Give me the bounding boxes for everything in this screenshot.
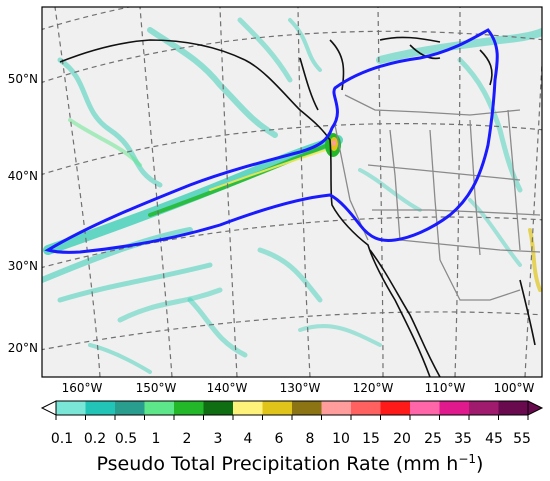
lon-label: 120°W bbox=[353, 381, 394, 395]
colorbar-tick-label: 0.2 bbox=[84, 431, 106, 447]
colorbar-tick-label: 0.1 bbox=[51, 431, 73, 447]
colorbar-swatch bbox=[321, 401, 352, 415]
colorbar-tick-label: 45 bbox=[485, 431, 503, 447]
colorbar-max-arrow bbox=[527, 400, 544, 416]
colorbar-swatch bbox=[115, 401, 145, 415]
precip-band-south bbox=[42, 227, 193, 283]
precip-swirl-6 bbox=[117, 287, 223, 323]
precip-swirl-9 bbox=[88, 343, 152, 374]
colorbar-tick-label: 10 bbox=[332, 431, 350, 447]
precip-north-band bbox=[376, 28, 542, 64]
colorbar-swatch bbox=[439, 401, 470, 415]
colorbar-swatch bbox=[469, 401, 499, 415]
colorbar-ticks bbox=[55, 415, 529, 420]
latitude-labels: 50°N 40°N 30°N 20°N bbox=[8, 72, 38, 355]
lon-label: 150°W bbox=[136, 381, 177, 395]
longitude-labels: 160°W 150°W 140°W 130°W 120°W 110°W 100°… bbox=[62, 381, 535, 395]
precip-swirl-8 bbox=[257, 247, 323, 303]
colorbar-tick-label: 2 bbox=[183, 431, 192, 447]
colorbar-swatches bbox=[56, 401, 529, 415]
colorbar-swatch bbox=[233, 401, 263, 415]
colorbar-tick-label: 20 bbox=[393, 431, 411, 447]
precip-band-core2 bbox=[209, 145, 339, 191]
map-background bbox=[42, 7, 542, 377]
colorbar-swatch bbox=[351, 401, 381, 415]
colorbar-swatch bbox=[203, 401, 234, 415]
colorbar-swatch bbox=[85, 401, 116, 415]
state-boundaries bbox=[334, 94, 541, 301]
lon-label: 100°W bbox=[494, 381, 535, 395]
colorbar-swatch bbox=[292, 401, 322, 415]
outline-contour bbox=[44, 28, 499, 254]
colorbar-tick-label: 8 bbox=[306, 431, 315, 447]
colorbar-tick-label: 0.5 bbox=[115, 431, 137, 447]
lon-label: 160°W bbox=[62, 381, 103, 395]
colorbar-swatch bbox=[262, 401, 293, 415]
map-panel bbox=[41, 6, 543, 378]
colorbar-min-arrow bbox=[40, 400, 57, 416]
map-frame bbox=[41, 6, 543, 378]
precip-north-band2 bbox=[457, 57, 523, 193]
lon-label: 110°W bbox=[425, 381, 466, 395]
colorbar-tick-label: 55 bbox=[513, 431, 531, 447]
lat-label: 20°N bbox=[8, 341, 38, 355]
lon-label: 130°W bbox=[280, 381, 321, 395]
colorbar-swatch bbox=[174, 401, 204, 415]
precip-swirl-3 bbox=[237, 17, 293, 83]
precip-interior bbox=[358, 168, 422, 212]
colorbar-tick-label: 3 bbox=[214, 431, 223, 447]
precip-swirl-1 bbox=[57, 57, 163, 188]
precipitation-field bbox=[42, 17, 542, 374]
colorbar-tick-label: 6 bbox=[275, 431, 284, 447]
colorbar-tick-label: 15 bbox=[362, 431, 380, 447]
colorbar: 0.1 0.2 0.5 1 2 3 4 6 8 10 15 20 25 35 4… bbox=[40, 400, 544, 475]
colorbar-swatch bbox=[56, 401, 86, 415]
lon-label: 140°W bbox=[207, 381, 248, 395]
colorbar-tick-label: 1 bbox=[152, 431, 161, 447]
lat-label: 40°N bbox=[8, 169, 38, 183]
precip-swirl-11 bbox=[288, 18, 322, 72]
colorbar-title: Pseudo Total Precipitation Rate (mm h−1) bbox=[97, 452, 484, 475]
precip-swirl-10 bbox=[298, 323, 382, 347]
precip-swirl-7 bbox=[187, 297, 248, 358]
precip-band-core bbox=[148, 140, 337, 217]
lat-label: 50°N bbox=[8, 72, 38, 86]
colorbar-swatch bbox=[498, 401, 529, 415]
lat-label: 30°N bbox=[8, 259, 38, 273]
precip-swirl-2 bbox=[147, 27, 278, 138]
colorbar-swatch bbox=[144, 401, 175, 415]
colorbar-tick-label: 25 bbox=[424, 431, 442, 447]
graticule bbox=[42, 7, 542, 377]
precip-swirl-4 bbox=[68, 118, 142, 167]
colorbar-tick-label: 35 bbox=[454, 431, 472, 447]
colorbar-swatch bbox=[410, 401, 440, 415]
precip-swirl-5 bbox=[57, 262, 213, 303]
coastlines bbox=[59, 36, 536, 377]
colorbar-tick-label: 4 bbox=[244, 431, 253, 447]
colorbar-swatch bbox=[380, 401, 411, 415]
precip-east-edge bbox=[528, 228, 542, 292]
